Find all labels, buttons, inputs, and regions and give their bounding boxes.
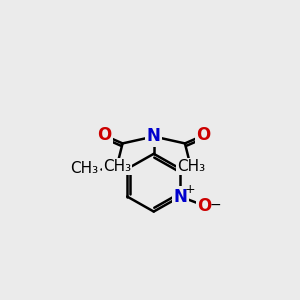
Text: CH₃: CH₃ [177,159,205,174]
Text: +: + [185,183,195,196]
Text: O: O [197,197,212,215]
Text: N: N [173,188,187,206]
Text: N: N [147,128,161,146]
Text: CH₃: CH₃ [70,161,98,176]
Text: −: − [210,198,221,212]
Text: O: O [97,126,111,144]
Text: CH₃: CH₃ [103,159,131,174]
Text: O: O [196,126,211,144]
